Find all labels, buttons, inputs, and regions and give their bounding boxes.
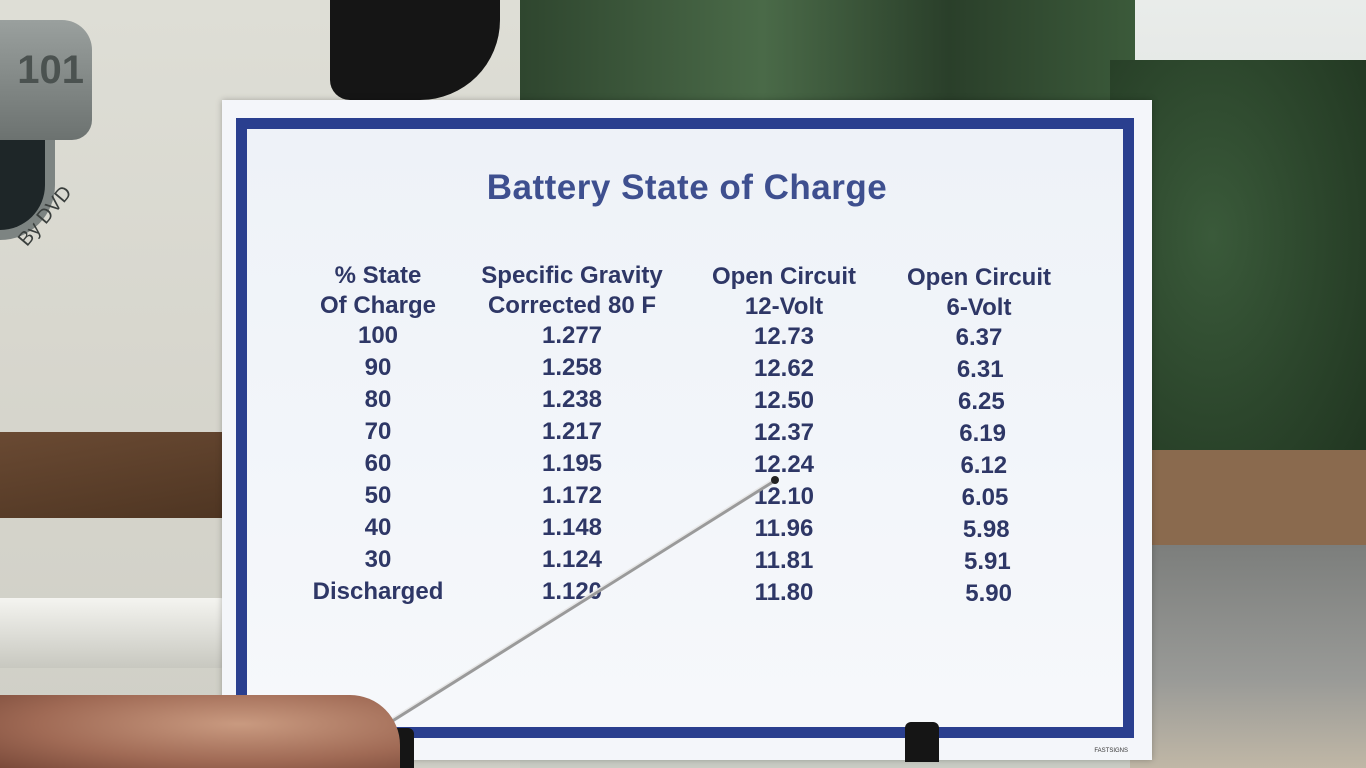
column-header: 12-Volt	[744, 293, 824, 320]
table-cell: 11.81	[754, 547, 814, 574]
table-cell: 6.37	[955, 324, 1003, 351]
table-cell: 6.25	[958, 388, 1005, 415]
table-cell: 12.37	[753, 419, 815, 446]
table-cell: Discharged	[312, 578, 444, 605]
table-cell: 50	[364, 482, 392, 509]
column-header: % State	[334, 262, 422, 289]
sign-title: Battery State of Charge	[486, 168, 888, 207]
table-cell: 1.277	[541, 322, 603, 349]
column-header: Open Circuit	[711, 263, 856, 290]
table-cell: 11.96	[754, 515, 814, 542]
table-cell: 6.05	[961, 484, 1009, 511]
table-cell: 5.90	[965, 580, 1012, 607]
rv-trim	[0, 598, 240, 668]
ground	[1130, 450, 1366, 550]
table-cell: 5.98	[962, 516, 1010, 543]
table-cell: 1.120	[541, 578, 603, 605]
table-cell: 1.258	[541, 354, 603, 381]
table-cell: 12.50	[753, 387, 815, 414]
sign-maker-label: FASTSIGNS	[1094, 748, 1128, 754]
table-cell: 1.124	[541, 546, 603, 573]
table-cell: 6.31	[956, 356, 1004, 383]
pine-trees	[1110, 60, 1366, 500]
rv-stripe	[0, 432, 240, 518]
logo-badge: 101	[0, 20, 92, 140]
table-cell: 1.148	[541, 514, 603, 541]
trees	[515, 0, 1135, 105]
hand	[0, 695, 400, 768]
table-cell: 80	[364, 386, 392, 413]
logo: 101 By DVD	[0, 0, 100, 250]
stand-clip	[905, 722, 939, 762]
table-cell: 12.62	[753, 355, 815, 382]
table-cell: 70	[364, 418, 392, 445]
table-cell: 40	[364, 514, 392, 541]
road	[1130, 545, 1366, 768]
table-cell: 12.10	[753, 483, 815, 510]
battery-chart-sign: Battery State of Charge % State Of Charge…	[222, 100, 1152, 760]
table-cell: 1.195	[541, 450, 603, 477]
table-cell: 11.80	[754, 579, 814, 606]
table-cell: 100	[357, 322, 399, 349]
table-cell: 1.217	[541, 418, 603, 445]
column-header: Open Circuit	[906, 264, 1051, 291]
table-cell: 1.238	[541, 386, 603, 413]
column-header: Corrected 80 F	[487, 292, 657, 319]
column-header: 6-Volt	[946, 294, 1012, 321]
table-cell: 30	[364, 546, 392, 573]
table-cell: 60	[364, 450, 392, 477]
table-cell: 6.12	[960, 452, 1008, 479]
table-cell: 6.19	[959, 420, 1006, 447]
column-header: Specific Gravity	[481, 262, 663, 289]
table-cell: 90	[364, 354, 392, 381]
table-cell: 12.24	[753, 451, 815, 478]
table-cell: 12.73	[753, 323, 815, 350]
table-cell: 1.172	[541, 482, 603, 509]
column-header: Of Charge	[319, 292, 436, 319]
table-cell: 5.91	[964, 548, 1011, 575]
